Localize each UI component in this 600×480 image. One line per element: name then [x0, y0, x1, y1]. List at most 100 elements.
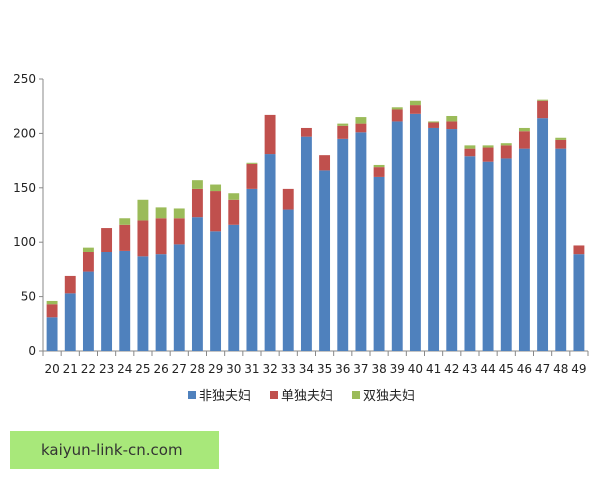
bar-segment-series-0-cat-21 — [64, 293, 76, 351]
bar-segment-series-1-cat-48 — [555, 139, 567, 149]
bar-segment-series-0-cat-24 — [119, 250, 131, 351]
y-tick-label: 150 — [13, 181, 36, 195]
bar-segment-series-0-cat-33 — [282, 209, 294, 351]
bar-segment-series-2-cat-45 — [500, 143, 512, 146]
x-tick-label: 40 — [408, 362, 423, 376]
legend-label-1: 单独夫妇 — [281, 388, 333, 404]
x-tick-label: 49 — [571, 362, 586, 376]
bar-segment-series-2-cat-39 — [391, 107, 403, 110]
bar-segment-series-2-cat-43 — [464, 145, 476, 149]
bar-segment-series-2-cat-38 — [373, 164, 385, 168]
bar-segment-series-1-cat-42 — [446, 121, 458, 130]
bar-segment-series-2-cat-42 — [446, 115, 458, 122]
bar-segment-series-0-cat-30 — [228, 224, 240, 351]
bar-segment-series-1-cat-24 — [119, 224, 131, 251]
bar-segment-series-0-cat-34 — [300, 136, 312, 351]
y-axis: 0 50 100 150 200 250 — [13, 72, 44, 358]
bar-segment-series-1-cat-32 — [264, 114, 276, 155]
y-tick-label: 0 — [28, 344, 36, 358]
bar-segment-series-1-cat-23 — [101, 228, 113, 252]
x-tick-label: 38 — [371, 362, 386, 376]
legend-label-2: 双独夫妇 — [363, 388, 415, 404]
bar-segment-series-1-cat-34 — [300, 127, 312, 137]
x-tick-label: 48 — [553, 362, 568, 376]
y-tick-label: 200 — [13, 126, 36, 140]
bar-segment-series-1-cat-21 — [64, 275, 76, 294]
x-tick-label: 26 — [153, 362, 168, 376]
bar-segment-series-1-cat-44 — [482, 147, 494, 162]
bar-segment-series-1-cat-30 — [228, 199, 240, 225]
bar-segment-series-2-cat-40 — [409, 100, 421, 106]
x-tick-label: 34 — [299, 362, 314, 376]
bar-segment-series-0-cat-45 — [500, 158, 512, 351]
x-tick-label: 22 — [81, 362, 96, 376]
y-tick-label: 250 — [13, 72, 36, 86]
bar-segment-series-0-cat-43 — [464, 156, 476, 351]
watermark-text: kaiyun-link-cn.com — [41, 441, 183, 459]
bar-segment-series-2-cat-37 — [355, 117, 367, 124]
bar-segment-series-1-cat-27 — [173, 218, 185, 245]
bar-segment-series-0-cat-35 — [319, 170, 331, 351]
bar-segment-series-2-cat-44 — [482, 145, 494, 148]
bar-segment-series-2-cat-47 — [537, 99, 549, 101]
bar-segment-series-0-cat-22 — [82, 271, 94, 351]
bar-segment-series-1-cat-49 — [573, 245, 585, 255]
x-tick-label: 42 — [444, 362, 459, 376]
bar-segment-series-1-cat-36 — [337, 125, 349, 139]
bar-segment-series-2-cat-48 — [555, 137, 567, 140]
bar-segment-series-1-cat-33 — [282, 188, 294, 210]
bar-segment-series-0-cat-23 — [101, 251, 113, 351]
legend-swatch-0 — [188, 391, 196, 399]
bar-segment-series-0-cat-32 — [264, 154, 276, 351]
x-tick-label: 45 — [499, 362, 514, 376]
bar-segment-series-1-cat-39 — [391, 109, 403, 122]
bar-segment-series-0-cat-36 — [337, 138, 349, 351]
legend-swatch-1 — [270, 391, 278, 399]
bar-segment-series-0-cat-26 — [155, 254, 167, 351]
x-tick-label: 31 — [244, 362, 259, 376]
bar-segment-series-0-cat-25 — [137, 256, 149, 351]
watermark-banner: kaiyun-link-cn.com — [10, 431, 219, 469]
bar-segment-series-1-cat-25 — [137, 220, 149, 257]
y-tick-label: 100 — [13, 235, 36, 249]
y-tick-label: 50 — [21, 290, 36, 304]
bar-segment-series-0-cat-47 — [537, 118, 549, 351]
bar-segment-series-1-cat-47 — [537, 100, 549, 119]
x-tick-label: 28 — [190, 362, 205, 376]
bar-segment-series-2-cat-46 — [518, 127, 530, 132]
x-tick-label: 24 — [117, 362, 132, 376]
bar-segment-series-2-cat-24 — [119, 218, 131, 225]
bar-segment-series-1-cat-37 — [355, 123, 367, 133]
bar-segment-series-0-cat-48 — [555, 148, 567, 351]
bar-segment-series-2-cat-22 — [82, 247, 94, 252]
bar-segment-series-2-cat-36 — [337, 123, 349, 126]
x-tick-label: 46 — [517, 362, 532, 376]
bar-segment-series-2-cat-20 — [46, 300, 58, 305]
bar-segment-series-0-cat-29 — [210, 231, 222, 351]
bar-segment-series-1-cat-40 — [409, 105, 421, 114]
x-tick-label: 25 — [135, 362, 150, 376]
bar-segment-series-2-cat-26 — [155, 207, 167, 219]
bar-segment-series-2-cat-28 — [191, 180, 203, 189]
x-tick-label: 21 — [63, 362, 78, 376]
bar-segment-series-1-cat-29 — [210, 191, 222, 232]
x-tick-label: 47 — [535, 362, 550, 376]
bar-segment-series-0-cat-40 — [409, 113, 421, 351]
bar-segment-series-2-cat-31 — [246, 162, 258, 164]
bar-segment-series-2-cat-41 — [428, 121, 440, 123]
bar-segment-series-0-cat-28 — [191, 217, 203, 351]
bar-segment-series-0-cat-42 — [446, 129, 458, 351]
x-tick-label: 36 — [335, 362, 350, 376]
bar-segment-series-1-cat-26 — [155, 218, 167, 255]
bar-segment-series-0-cat-39 — [391, 121, 403, 352]
x-tick-label: 35 — [317, 362, 332, 376]
bar-segment-series-2-cat-25 — [137, 199, 149, 221]
x-tick-label: 37 — [353, 362, 368, 376]
bar-segment-series-1-cat-41 — [428, 122, 440, 128]
bar-segment-series-0-cat-46 — [518, 148, 530, 351]
bar-segment-series-0-cat-31 — [246, 188, 258, 351]
x-tick-label: 32 — [262, 362, 277, 376]
x-tick-label: 29 — [208, 362, 223, 376]
bar-segment-series-1-cat-22 — [82, 251, 94, 272]
bar-segment-series-1-cat-31 — [246, 163, 258, 189]
